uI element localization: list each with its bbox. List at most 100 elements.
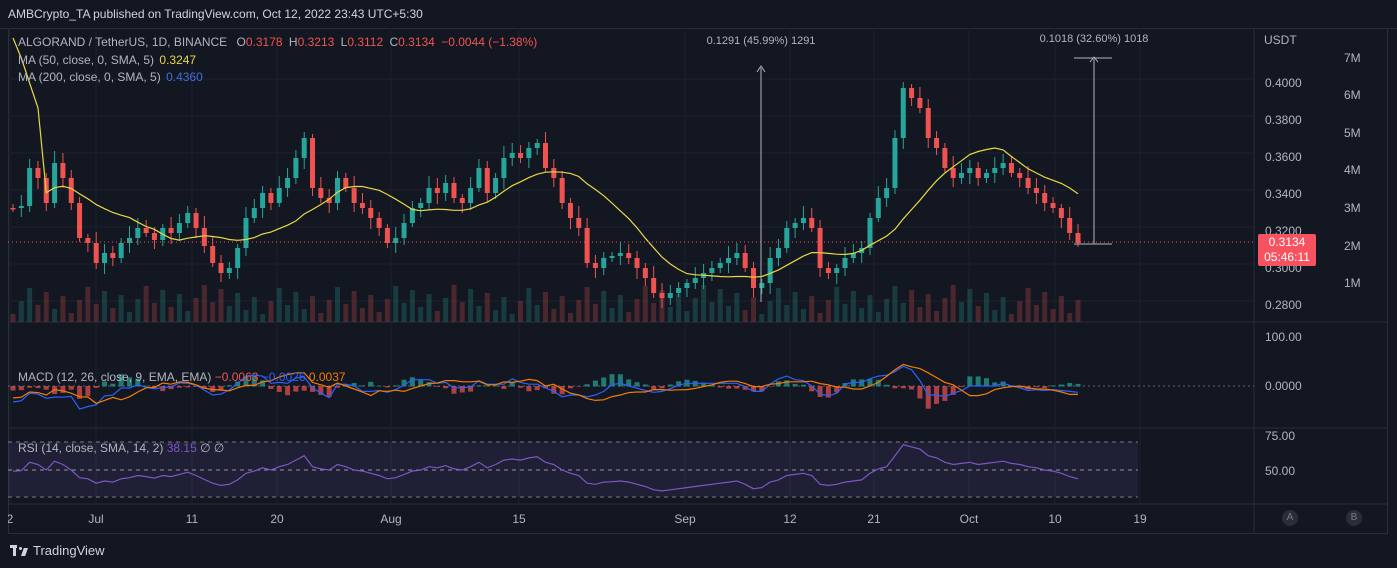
volume-bar <box>118 295 124 322</box>
macd-histogram-bar <box>493 385 499 387</box>
volume-bar <box>210 302 216 322</box>
candle-body <box>293 158 299 178</box>
time-label: 21 <box>867 512 881 526</box>
macd-histogram-bar <box>742 386 748 390</box>
volume-bar <box>260 314 266 322</box>
macd-histogram-bar <box>310 386 316 392</box>
candle-body <box>501 158 507 178</box>
volume-bar <box>318 313 324 322</box>
candle-body <box>934 138 940 148</box>
volume-bar <box>651 303 657 322</box>
macd-histogram-bar <box>260 380 266 387</box>
macd-histogram-bar <box>526 386 532 392</box>
macd-histogram-bar <box>318 386 324 395</box>
macd-histogram-bar <box>243 376 249 387</box>
volume-bar <box>983 293 989 322</box>
measure-label-right: 0.1018 (32.60%) 1018 <box>1040 33 1149 45</box>
macd-histogram-bar <box>27 386 33 388</box>
macd-histogram-bar <box>1033 386 1039 388</box>
volume-bar <box>160 290 166 322</box>
auto-scale-button[interactable]: A <box>1282 510 1298 526</box>
volume-bar <box>110 308 116 322</box>
macd-histogram-bar <box>443 386 449 389</box>
ma50-legend[interactable]: MA (50, close, 0, SMA, 5) 0.3247 <box>18 53 196 67</box>
candle-body <box>35 168 41 178</box>
volume-tick: 7M <box>1344 51 1361 65</box>
tradingview-logo[interactable]: TradingView <box>10 543 105 558</box>
macd-histogram-bar <box>484 385 490 387</box>
macd-histogram-bar <box>426 382 432 387</box>
volume-bar <box>825 300 831 322</box>
candle-body <box>443 183 449 193</box>
volume-bar <box>975 306 981 322</box>
ma200-legend[interactable]: MA (200, close, 0, SMA, 5) 0.4360 <box>18 70 203 84</box>
volume-bar <box>368 295 374 322</box>
candle-body <box>343 178 349 188</box>
symbol-legend[interactable]: ALGORAND / TetherUS, 1D, BINANCE O0.3178… <box>18 35 537 49</box>
candle-body <box>126 238 132 243</box>
currency-label: USDT <box>1264 33 1297 47</box>
candle-body <box>1000 163 1006 168</box>
macd-histogram-bar <box>767 386 773 387</box>
measure-tool-right[interactable] <box>1074 56 1112 245</box>
macd-histogram-bar <box>751 386 757 392</box>
open-value: 0.3178 <box>245 35 283 49</box>
volume-bar <box>43 292 49 322</box>
macd-histogram-bar <box>409 377 415 387</box>
chart-panel[interactable] <box>8 28 1388 534</box>
volume-bar <box>617 295 623 322</box>
volume-bar <box>418 307 424 322</box>
macd-histogram-bar <box>434 386 440 387</box>
candle-body <box>1050 203 1056 208</box>
ma50-label: MA (50, close, 0, SMA, 5) <box>18 53 155 67</box>
volume-bar <box>143 286 149 322</box>
volume-bar <box>384 299 390 322</box>
macd-histogram-bar <box>384 386 390 388</box>
macd-legend[interactable]: MACD (12, 26, close, 9, EMA, EMA) −0.006… <box>18 370 346 384</box>
candle-body <box>301 138 307 158</box>
macd-histogram-bar <box>1075 383 1081 387</box>
volume-bar <box>667 307 673 322</box>
candle-body <box>651 278 657 293</box>
volume-bar <box>85 287 91 322</box>
price-tick: 0.3400 <box>1265 187 1302 201</box>
macd-histogram-bar <box>368 381 374 387</box>
volume-bar <box>343 304 349 322</box>
candle-body <box>1025 178 1031 188</box>
macd-histogram-bar <box>551 386 557 394</box>
time-label: 12 <box>783 512 797 526</box>
measure-tool-left[interactable] <box>756 65 766 302</box>
candle-body <box>235 248 241 268</box>
chart-canvas[interactable]: USDT 0.4000 0.3800 0.3600 0.3400 0.3200 … <box>8 28 1388 534</box>
volume-bar <box>201 285 207 322</box>
macd-histogram-bar <box>726 386 732 389</box>
time-label: Oct <box>960 512 979 526</box>
macd-histogram-bar <box>734 386 740 389</box>
macd-histogram-bar <box>226 385 232 387</box>
macd-histogram-bar <box>942 386 948 401</box>
macd-histogram-bar <box>1058 384 1064 387</box>
volume-bar <box>800 309 806 322</box>
candle-body <box>825 268 831 273</box>
volume-bar <box>601 291 607 322</box>
rsi-tick: 50.00 <box>1265 464 1295 478</box>
rsi-ma-value: ∅ <box>200 441 211 455</box>
footer <box>0 534 1397 568</box>
log-scale-button[interactable]: B <box>1346 510 1362 526</box>
volume-bar <box>867 295 873 322</box>
macd-histogram-bar <box>418 379 424 387</box>
publish-info: AMBCrypto_TA published on TradingView.co… <box>8 7 423 21</box>
rsi-legend[interactable]: RSI (14, close, SMA, 14, 2) 38.15 ∅ ∅ <box>18 441 224 455</box>
candle-body <box>185 213 191 223</box>
volume-bar <box>784 305 790 322</box>
volume-bar <box>476 306 482 322</box>
volume-bar <box>1075 300 1081 322</box>
volume-bar <box>293 292 299 322</box>
volume-bar <box>426 294 432 322</box>
volume-bar <box>268 301 274 322</box>
volume-bar <box>1008 314 1014 322</box>
volume-bar <box>917 307 923 322</box>
candle-body <box>875 198 881 218</box>
ma200-value: 0.4360 <box>166 70 203 84</box>
time-label: 15 <box>512 512 526 526</box>
